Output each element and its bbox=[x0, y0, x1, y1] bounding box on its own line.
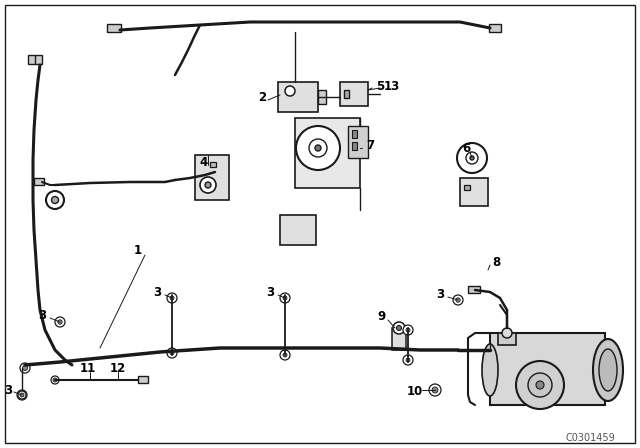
Circle shape bbox=[466, 152, 478, 164]
Circle shape bbox=[19, 392, 24, 397]
Circle shape bbox=[456, 298, 460, 302]
Circle shape bbox=[397, 326, 401, 331]
Circle shape bbox=[516, 361, 564, 409]
Text: 2: 2 bbox=[258, 90, 266, 103]
Text: 5: 5 bbox=[376, 79, 384, 92]
Circle shape bbox=[280, 293, 290, 303]
Circle shape bbox=[170, 296, 174, 300]
Ellipse shape bbox=[593, 339, 623, 401]
Circle shape bbox=[20, 393, 24, 397]
Circle shape bbox=[457, 143, 487, 173]
Text: 3: 3 bbox=[4, 383, 12, 396]
Circle shape bbox=[53, 378, 57, 382]
Circle shape bbox=[205, 182, 211, 188]
Bar bbox=[340, 82, 368, 106]
Text: 1: 1 bbox=[134, 244, 142, 257]
Circle shape bbox=[393, 322, 405, 334]
Text: 7: 7 bbox=[366, 138, 374, 151]
Bar bbox=[352, 142, 357, 150]
Circle shape bbox=[406, 358, 410, 362]
Circle shape bbox=[46, 191, 64, 209]
Circle shape bbox=[167, 348, 177, 358]
Bar bbox=[348, 126, 368, 158]
Bar bbox=[28, 55, 42, 64]
Circle shape bbox=[51, 197, 58, 203]
Circle shape bbox=[309, 139, 327, 157]
Bar bbox=[490, 333, 605, 405]
Circle shape bbox=[432, 387, 438, 393]
Bar bbox=[318, 90, 326, 104]
Circle shape bbox=[453, 295, 463, 305]
Circle shape bbox=[528, 373, 552, 397]
Text: 6: 6 bbox=[462, 142, 470, 155]
Text: 9: 9 bbox=[378, 310, 386, 323]
Circle shape bbox=[296, 126, 340, 170]
Bar bbox=[195, 155, 229, 200]
Bar bbox=[278, 82, 318, 112]
Text: 3: 3 bbox=[266, 285, 274, 298]
Circle shape bbox=[58, 320, 62, 324]
Bar bbox=[464, 185, 470, 190]
Circle shape bbox=[283, 296, 287, 300]
Circle shape bbox=[55, 317, 65, 327]
Text: 12: 12 bbox=[110, 362, 126, 375]
Bar bbox=[352, 130, 357, 138]
Bar bbox=[295, 118, 360, 188]
Circle shape bbox=[536, 381, 544, 389]
Text: C0301459: C0301459 bbox=[565, 433, 615, 443]
Circle shape bbox=[283, 353, 287, 357]
Bar bbox=[468, 286, 480, 293]
Circle shape bbox=[200, 177, 216, 193]
Circle shape bbox=[51, 376, 59, 384]
Circle shape bbox=[22, 366, 28, 370]
Text: 4: 4 bbox=[200, 155, 208, 168]
Bar bbox=[138, 376, 148, 383]
Text: 10: 10 bbox=[407, 384, 423, 397]
Bar bbox=[498, 333, 516, 345]
Circle shape bbox=[285, 86, 295, 96]
Circle shape bbox=[403, 355, 413, 365]
Bar bbox=[489, 24, 501, 32]
Text: 8: 8 bbox=[492, 255, 500, 268]
Text: 3: 3 bbox=[436, 288, 444, 301]
Circle shape bbox=[406, 328, 410, 332]
Text: 11: 11 bbox=[80, 362, 96, 375]
Circle shape bbox=[429, 384, 441, 396]
Text: 3: 3 bbox=[38, 309, 46, 322]
Circle shape bbox=[502, 328, 512, 338]
Bar bbox=[210, 162, 216, 167]
Bar bbox=[392, 328, 406, 350]
Circle shape bbox=[315, 145, 321, 151]
Circle shape bbox=[170, 351, 174, 355]
Circle shape bbox=[280, 350, 290, 360]
Ellipse shape bbox=[599, 349, 617, 391]
Circle shape bbox=[20, 363, 30, 373]
Bar bbox=[344, 90, 349, 98]
Bar bbox=[460, 178, 488, 206]
Circle shape bbox=[403, 325, 413, 335]
Bar bbox=[107, 24, 121, 32]
Circle shape bbox=[18, 391, 26, 399]
Circle shape bbox=[17, 390, 27, 400]
Bar bbox=[34, 178, 44, 185]
Bar bbox=[280, 215, 316, 245]
Circle shape bbox=[470, 156, 474, 160]
Ellipse shape bbox=[482, 344, 498, 396]
Text: 3: 3 bbox=[153, 285, 161, 298]
Circle shape bbox=[167, 293, 177, 303]
Text: 13: 13 bbox=[384, 79, 400, 92]
